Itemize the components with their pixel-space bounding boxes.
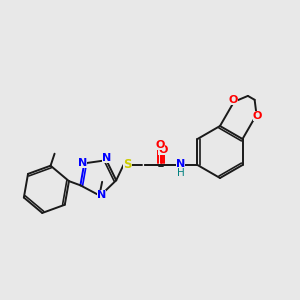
Text: O: O (156, 140, 165, 150)
Text: O: O (158, 145, 168, 155)
Text: N: N (102, 153, 111, 163)
Text: H: H (177, 168, 184, 178)
Text: N: N (176, 159, 185, 169)
Text: N: N (78, 158, 87, 168)
Text: N: N (97, 190, 106, 200)
Text: S: S (123, 158, 132, 172)
Text: O: O (253, 111, 262, 121)
Text: O: O (228, 95, 238, 105)
